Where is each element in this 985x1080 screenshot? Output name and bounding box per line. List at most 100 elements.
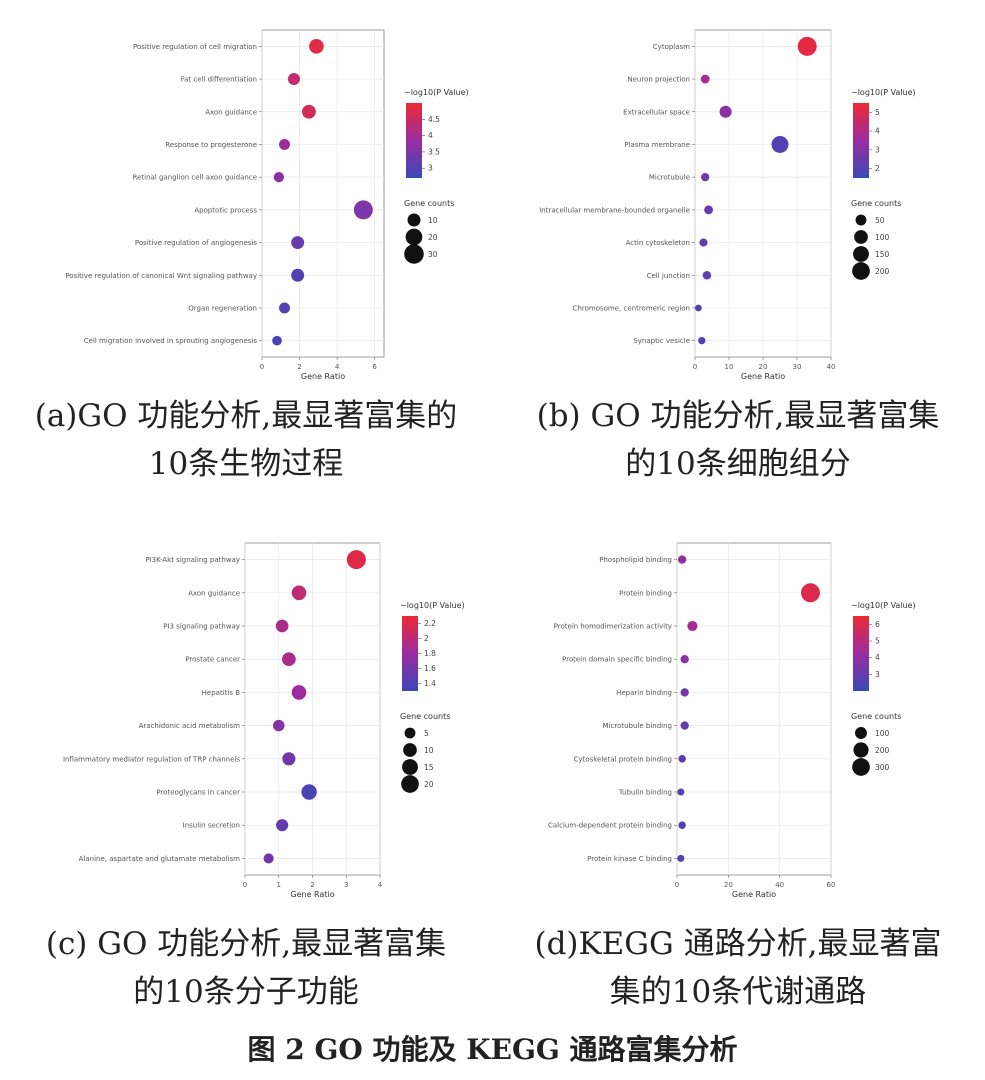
data-point xyxy=(282,752,296,766)
y-category-label: Intracellular membrane-bounded organelle xyxy=(539,206,690,214)
size-legend-label: 15 xyxy=(424,763,434,772)
data-point xyxy=(282,652,296,667)
y-category-label: Microtubule binding xyxy=(603,722,672,730)
y-category-label: Inflammatory mediator regulation of TRP … xyxy=(63,755,240,763)
y-category-label: Axon guidance xyxy=(188,589,240,597)
caption-c-line2: 的10条分子功能 xyxy=(133,974,359,1010)
color-legend-bar xyxy=(406,103,422,178)
data-point xyxy=(700,74,710,84)
caption-a-line2: 10条生物过程 xyxy=(148,446,344,482)
color-legend-tick-label: 1.6 xyxy=(424,664,436,673)
y-category-label: Retinal ganglion cell axon guidance xyxy=(133,174,257,182)
data-point xyxy=(702,270,712,280)
y-category-label: Hepatitis B xyxy=(202,689,241,697)
data-point xyxy=(275,619,289,633)
y-category-label: Cytoplasm xyxy=(653,43,690,51)
data-point xyxy=(353,200,373,220)
y-category-label: Positive regulation of canonical Wnt sig… xyxy=(65,272,257,280)
data-point xyxy=(678,821,686,829)
x-tick-label: 2 xyxy=(310,881,314,889)
x-tick-label: 20 xyxy=(759,363,768,371)
size-legend-title: Gene counts xyxy=(400,712,450,721)
size-legend-label: 150 xyxy=(875,250,890,259)
panel-c: 0 1 2 3 4 PI3K-Akt signaling pathway Axon guid… xyxy=(0,528,492,920)
color-legend-tick-label: 1.4 xyxy=(424,679,436,688)
data-point xyxy=(677,788,685,796)
size-legend-dot xyxy=(855,214,867,226)
data-point xyxy=(273,719,285,732)
data-point xyxy=(680,688,689,697)
panel-b: 0 10 20 30 40 Cytoplasm Neuron projection Extra… xyxy=(492,0,984,392)
x-tick-label: 3 xyxy=(344,881,348,889)
x-tick-label: 0 xyxy=(260,363,264,371)
size-legend-dot xyxy=(854,230,868,244)
color-legend-title: −log10(P Value) xyxy=(404,88,469,97)
y-category-label: Positive regulation of cell migration xyxy=(133,43,257,51)
y-category-label: Protein kinase C binding xyxy=(587,855,672,863)
color-legend-tick-label: 3.5 xyxy=(428,147,440,156)
x-tick-label: 0 xyxy=(675,881,679,889)
color-legend-tick-label: 3 xyxy=(428,164,433,173)
size-legend-dot xyxy=(405,228,423,246)
caption-c-line1: (c) GO 功能分析,最显著富集 xyxy=(45,926,447,962)
size-legend-dot xyxy=(403,743,417,757)
size-legend-title: Gene counts xyxy=(851,199,901,208)
caption-b: (b) GO 功能分析,最显著富集 的10条细胞组分 xyxy=(492,392,984,488)
data-point xyxy=(263,853,274,864)
x-tick-label: 6 xyxy=(372,363,377,371)
x-tick-label: 10 xyxy=(725,363,734,371)
caption-b-line1: (b) GO 功能分析,最显著富集 xyxy=(536,398,940,434)
size-legend-label: 10 xyxy=(428,216,438,225)
size-legend-title: Gene counts xyxy=(851,712,901,721)
color-legend-tick-label: 2 xyxy=(424,634,429,643)
y-category-label: Chromosome, centromeric region xyxy=(573,304,690,312)
y-category-label: Synaptic vesicle xyxy=(633,337,690,345)
y-category-label: Cell junction xyxy=(647,272,690,280)
chart-a: 0 2 4 6 Positive regulation of cell migratio… xyxy=(65,29,469,381)
x-axis-title: Gene Ratio xyxy=(741,372,785,381)
chart-d: 0 20 40 60 Phospholipid binding Protein bindi… xyxy=(548,542,916,899)
y-category-label: PI3 signaling pathway xyxy=(163,623,240,631)
color-legend-tick-label: 4 xyxy=(875,127,880,136)
size-legend-dot xyxy=(855,727,867,739)
size-legend-label: 200 xyxy=(875,746,890,755)
size-legend-title: Gene counts xyxy=(404,199,454,208)
data-point xyxy=(678,755,686,763)
x-tick-label: 4 xyxy=(378,881,383,889)
data-point xyxy=(800,583,820,603)
y-category-label: Proteoglycans in cancer xyxy=(156,789,240,797)
y-category-label: Protein domain specific binding xyxy=(562,656,672,664)
x-tick-label: 4 xyxy=(335,363,340,371)
color-legend-tick-label: 6 xyxy=(875,620,880,629)
data-point xyxy=(291,236,305,250)
color-legend-tick-label: 5 xyxy=(875,108,880,117)
size-legend-dot xyxy=(852,262,870,280)
size-legend-label: 5 xyxy=(424,729,429,738)
y-category-label: Protein homodimerization activity xyxy=(554,623,672,631)
y-category-label: PI3K-Akt signaling pathway xyxy=(145,556,240,564)
size-legend-dot xyxy=(404,244,424,264)
size-legend-dot xyxy=(401,775,419,793)
data-point xyxy=(301,784,317,800)
y-category-label: Extracellular space xyxy=(623,108,690,116)
data-point xyxy=(279,138,290,150)
data-point xyxy=(677,854,685,862)
y-category-label: Actin cytoskeleton xyxy=(626,239,690,247)
data-point xyxy=(687,620,698,632)
x-tick-label: 20 xyxy=(724,881,733,889)
caption-d-line1: (d)KEGG 通路分析,最显著富 xyxy=(534,926,942,962)
color-legend-tick-label: 4 xyxy=(428,131,433,140)
plot-area xyxy=(261,29,385,358)
color-legend-bar xyxy=(402,616,418,691)
size-legend-label: 100 xyxy=(875,729,890,738)
y-category-label: Cell migration involved in sprouting ang… xyxy=(84,337,258,345)
size-legend-dot xyxy=(404,727,416,739)
data-point xyxy=(680,721,689,730)
y-category-label: Phospholipid binding xyxy=(599,556,672,564)
size-legend-label: 100 xyxy=(875,233,890,242)
data-point xyxy=(701,172,710,182)
x-tick-label: 2 xyxy=(297,363,301,371)
size-legend-dot xyxy=(852,758,870,776)
panel-d: 0 20 40 60 Phospholipid binding Protein bindi… xyxy=(492,528,984,920)
x-tick-label: 30 xyxy=(793,363,802,371)
